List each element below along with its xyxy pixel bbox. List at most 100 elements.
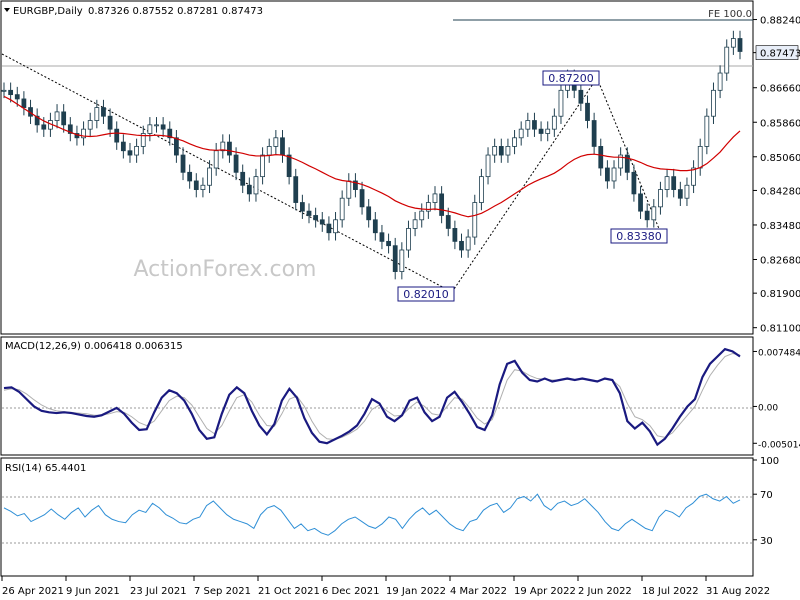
price-tick-label: 0.85060: [760, 153, 800, 164]
trendline-up: [451, 77, 598, 293]
macd-line: [3, 347, 741, 447]
price-tick-label: 0.85860: [760, 118, 800, 129]
price-tick-label: 0.81900: [760, 289, 800, 300]
candle-body: [187, 171, 193, 182]
candle-body: [425, 202, 431, 212]
candle-body: [101, 107, 106, 117]
candle-body: [359, 189, 365, 208]
candle-body: [61, 111, 67, 126]
label-0.87200-text: 0.87200: [548, 72, 594, 85]
candle-body: [107, 115, 113, 130]
candle-body: [346, 180, 352, 199]
price-header: EURGBP,Daily 0.87326 0.87552 0.87281 0.8…: [4, 6, 263, 17]
candle-body: [81, 128, 86, 139]
candle-body: [691, 167, 696, 186]
candle-body: [147, 124, 153, 134]
price-y-axis: 0.88240 0.87473 0.86660 0.85860 0.85060 0.842…: [753, 16, 800, 335]
candle-body: [558, 89, 564, 117]
candle-body: [671, 176, 677, 190]
candle-body: [134, 146, 140, 156]
candle-body: [730, 38, 736, 48]
candle-body: [631, 171, 637, 195]
candle-body: [525, 120, 531, 130]
candle-body: [333, 219, 338, 234]
candle-body: [286, 154, 292, 178]
candle-body: [160, 124, 166, 130]
candle-body: [591, 120, 597, 147]
dropdown-triangle-icon: [4, 8, 10, 12]
candle-body: [465, 236, 471, 251]
candle-body: [1, 89, 7, 92]
candle-body: [452, 228, 458, 242]
candle-body: [551, 115, 557, 130]
rsi-y-axis: 100 70 30: [753, 456, 779, 547]
candle-body: [399, 249, 405, 272]
macd-panel-frame: [0, 336, 754, 456]
candle-body: [227, 141, 232, 156]
candle-body: [21, 98, 27, 108]
candle-body: [306, 210, 312, 216]
candle-body: [445, 215, 451, 229]
x-axis: 26 Apr 2021 9 Jun 2021 23 Jul 2021 7 Sep 20…: [1, 576, 770, 597]
price-panel-frame: [0, 0, 754, 335]
x-tick-label: 21 Oct 2021: [258, 586, 320, 597]
label-0.82010-box: [397, 286, 455, 302]
candle-body: [266, 146, 272, 156]
trend-lines: [1, 53, 663, 293]
candle-body: [14, 94, 20, 100]
candle-body: [485, 154, 491, 178]
candle-body: [532, 120, 537, 130]
x-tick-label: 23 Jul 2021: [130, 586, 187, 597]
candle-body: [313, 215, 319, 221]
x-tick-label: 4 Mar 2022: [450, 586, 507, 597]
candle-body: [412, 219, 418, 229]
rsi-panel-frame: [0, 457, 754, 577]
candle-body: [386, 240, 391, 247]
x-tick-label: 7 Sep 2021: [194, 586, 251, 597]
candle-body: [498, 146, 504, 156]
candle-body: [538, 128, 544, 134]
price-tick-label: 0.87473: [760, 49, 800, 60]
price-tick-label: 0.83480: [760, 221, 800, 232]
candle-body: [67, 124, 73, 134]
x-tick-label: 19 Apr 2022: [514, 586, 576, 597]
candle-body: [180, 154, 186, 173]
rsi-title: RSI(14) 65.4401: [5, 463, 86, 474]
candle-body: [379, 232, 385, 242]
label-0.83380-text: 0.83380: [616, 230, 662, 243]
candle-body: [87, 120, 93, 130]
fe-100-label: FE 100.0: [708, 9, 752, 20]
rsi-plot: [3, 493, 741, 536]
macd-y-axis: 0.007484 0.00 -0.005014: [753, 348, 800, 450]
candle-body: [372, 219, 378, 234]
label-0.83380: 0.83380: [610, 228, 668, 244]
candle-body: [293, 176, 299, 203]
x-tick-label: 18 Jul 2022: [642, 586, 699, 597]
candle-body: [492, 146, 498, 156]
candle-body: [319, 219, 325, 225]
candle-body: [246, 184, 252, 195]
candle-body: [598, 146, 604, 169]
macd-tick-label: 0.00: [758, 403, 778, 413]
candle-body: [684, 184, 690, 199]
x-tick-label: 19 Jan 2022: [386, 586, 446, 597]
candle-body: [260, 154, 265, 178]
candle-body: [697, 146, 703, 169]
x-tick-label: 26 Apr 2021: [2, 586, 64, 597]
candle-body: [512, 137, 517, 147]
candle-body: [94, 107, 100, 121]
candle-body: [240, 171, 246, 186]
x-tick-label: 31 Aug 2022: [706, 586, 770, 597]
macd-plot: [3, 347, 741, 447]
candle-body: [353, 180, 358, 190]
candle-body: [677, 189, 683, 199]
candle-body: [545, 128, 551, 134]
candle-body: [8, 89, 14, 96]
macd-tick-label: 0.007484: [758, 348, 800, 358]
label-0.83380-box: [610, 228, 668, 244]
candle-body: [54, 111, 60, 121]
label-0.87200: 0.87200: [542, 70, 600, 86]
candle-body: [193, 180, 199, 190]
current-price-tag: [755, 45, 799, 60]
candle-body: [392, 245, 398, 272]
